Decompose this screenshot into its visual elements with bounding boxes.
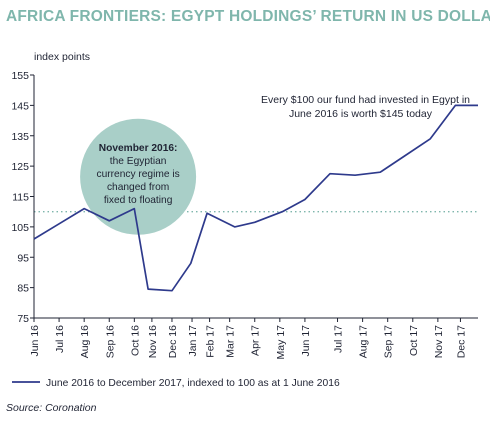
x-tick-label: Nov 16 bbox=[147, 325, 159, 358]
x-tick-label: Nov 17 bbox=[433, 325, 445, 358]
x-tick-label: Sep 17 bbox=[383, 325, 395, 358]
x-tick-label: Oct 16 bbox=[129, 325, 141, 356]
legend-label: June 2016 to December 2017, indexed to 1… bbox=[46, 378, 340, 389]
x-tick-label: Jul 16 bbox=[54, 325, 66, 353]
x-tick-label: Dec 16 bbox=[167, 325, 179, 358]
x-tick-label: Oct 17 bbox=[408, 325, 420, 356]
callout-layer: November 2016: the Egyptian currency regim… bbox=[80, 118, 197, 235]
y-tick-label: 95 bbox=[17, 252, 29, 264]
x-tick-label: Aug 17 bbox=[358, 325, 370, 358]
y-tick-label: 145 bbox=[11, 100, 29, 112]
x-tick-label: Jun 16 bbox=[29, 325, 41, 357]
x-tick-label: Sep 16 bbox=[104, 325, 116, 358]
x-tick-label: Mar 17 bbox=[225, 325, 237, 358]
callout-text-line: changed from bbox=[107, 182, 169, 193]
x-tick-label: Aug 16 bbox=[79, 325, 91, 358]
callout-text-line: the Egyptian bbox=[110, 156, 167, 167]
y-tick-label: 85 bbox=[17, 283, 29, 295]
callout-text-line: currency regime is bbox=[96, 169, 179, 180]
callout-text-line: November 2016: bbox=[99, 143, 178, 154]
y-tick-label: 115 bbox=[12, 192, 29, 204]
y-axis-label: index points bbox=[34, 51, 90, 63]
x-tick-label: Jan 17 bbox=[187, 325, 199, 357]
callout-circle bbox=[80, 118, 197, 235]
x-tick-label: Jun 17 bbox=[300, 325, 312, 357]
callout-text-line: fixed to floating bbox=[104, 195, 173, 206]
y-tick-label: 155 bbox=[11, 70, 29, 82]
y-tick-label: 105 bbox=[11, 222, 29, 234]
chart-title: AFRICA FRONTIERS: EGYPT HOLDINGS’ RETURN… bbox=[6, 8, 490, 25]
series-line-layer bbox=[33, 104, 479, 292]
x-tick-label: Apr 17 bbox=[250, 325, 262, 356]
annotation-layer: Every $100 our fund had invested in Egyp… bbox=[261, 94, 470, 120]
series-line bbox=[33, 104, 478, 292]
axis-layer: index points 75 85 95 105 115 125 135 145 155 Jun … bbox=[11, 51, 478, 359]
x-tick-label: Dec 17 bbox=[455, 325, 467, 358]
y-tick-label: 75 bbox=[17, 313, 29, 325]
y-tick-label: 125 bbox=[11, 161, 29, 173]
x-tick-label: Jul 17 bbox=[333, 325, 345, 353]
legend-layer: June 2016 to December 2017, indexed to 1… bbox=[12, 378, 340, 389]
x-tick-label: May 17 bbox=[275, 325, 287, 360]
end-note-line: June 2016 is worth $145 today bbox=[289, 108, 433, 120]
x-tick-label: Feb 17 bbox=[205, 325, 217, 358]
end-note-line: Every $100 our fund had invested in Egyp… bbox=[261, 94, 470, 106]
source-note: Source: Coronation bbox=[6, 402, 97, 414]
y-tick-label: 135 bbox=[11, 131, 29, 143]
